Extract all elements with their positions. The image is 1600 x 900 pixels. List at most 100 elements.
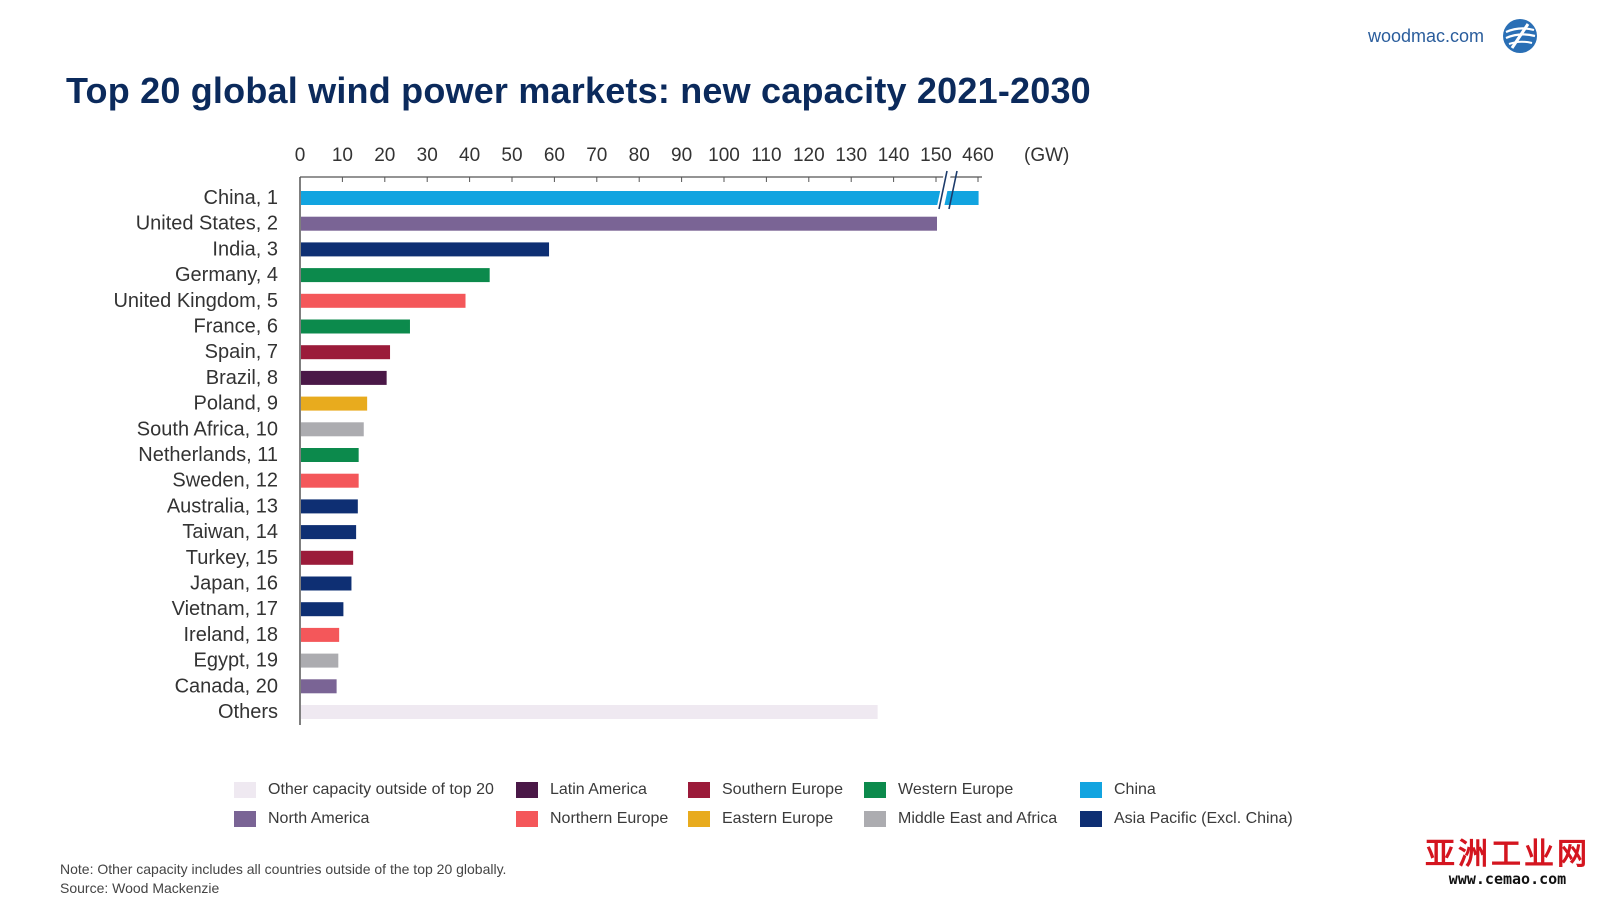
- brand-header: woodmac.com: [1368, 18, 1538, 54]
- bar: [301, 422, 364, 437]
- category-label: Netherlands, 11: [138, 444, 278, 466]
- legend-swatch: [688, 810, 710, 827]
- x-tick-label: 30: [417, 145, 438, 166]
- legend-item: Southern Europe: [688, 780, 864, 799]
- category-label: Sweden, 12: [172, 470, 278, 492]
- legend-item: Western Europe: [864, 780, 1080, 799]
- brand-site-link[interactable]: woodmac.com: [1367, 25, 1484, 46]
- bar-chart: 0 10 20 30 40 50 60 70 80 90 100 110 120 130 140 150 460…: [113, 145, 1069, 725]
- category-label: Japan, 16: [190, 573, 278, 595]
- x-tick-label: 90: [671, 145, 692, 166]
- legend-swatch: [234, 810, 256, 827]
- legend-label: China: [1114, 780, 1156, 798]
- x-tick-label: 120: [793, 145, 825, 166]
- category-label: Vietnam, 17: [172, 598, 278, 620]
- category-label: United States, 2: [136, 213, 278, 235]
- legend-item: Latin America: [516, 780, 688, 799]
- x-tick-label: 70: [586, 145, 607, 166]
- x-tick-label: 50: [501, 145, 522, 166]
- legend-swatch: [864, 810, 886, 827]
- bar: [301, 268, 490, 283]
- legend-item: Other capacity outside of top 20: [234, 780, 516, 799]
- legend-swatch: [516, 810, 538, 827]
- category-label: Canada, 20: [175, 675, 278, 697]
- x-tick-label: 40: [459, 145, 480, 166]
- axis-break-gap: [936, 170, 952, 210]
- footnote: Note: Other capacity includes all countr…: [60, 860, 506, 898]
- x-tick-label: 130: [835, 145, 867, 166]
- bar: [301, 653, 339, 668]
- category-label: United Kingdom, 5: [113, 290, 278, 312]
- x-tick-label: 140: [878, 145, 910, 166]
- bar: [301, 216, 937, 231]
- legend-item: Asia Pacific (Excl. China): [1080, 809, 1300, 828]
- x-tick-label: 60: [544, 145, 565, 166]
- chart-title: Top 20 global wind power markets: new ca…: [66, 70, 1091, 111]
- woodmac-globe-logo-icon: [1503, 19, 1537, 53]
- bar: [301, 499, 358, 514]
- category-label: Others: [218, 701, 278, 723]
- legend-item: China: [1080, 780, 1300, 799]
- axis-break-mark: [948, 170, 958, 210]
- legend-item: North America: [234, 809, 516, 828]
- bar: [301, 448, 359, 462]
- watermark-logo-text: 亚洲工业网: [1425, 837, 1590, 872]
- legend-label: Asia Pacific (Excl. China): [1114, 809, 1293, 827]
- category-label: Poland, 9: [193, 393, 278, 415]
- x-tick-label: 100: [708, 145, 740, 166]
- legend-label: Middle East and Africa: [898, 809, 1058, 827]
- bar: [301, 242, 550, 257]
- category-label: Germany, 4: [175, 264, 278, 286]
- legend-swatch: [688, 781, 710, 798]
- legend-label: Western Europe: [898, 780, 1014, 798]
- category-label: Spain, 7: [205, 341, 278, 363]
- bar: [301, 627, 340, 642]
- x-tick-label: 20: [374, 145, 395, 166]
- category-label: Taiwan, 14: [182, 521, 278, 543]
- bar: [301, 396, 368, 411]
- x-tick-label: 0: [295, 145, 306, 166]
- legend-swatch: [864, 781, 886, 798]
- bar: [301, 191, 979, 205]
- watermark: 亚洲工业网 www.cemao.com: [1425, 839, 1590, 888]
- legend-swatch: [516, 781, 538, 798]
- bar: [301, 293, 466, 308]
- legend-swatch: [1080, 810, 1102, 827]
- category-label: South Africa, 10: [137, 418, 278, 440]
- bar: [301, 473, 359, 488]
- legend-label: Southern Europe: [722, 780, 843, 798]
- legend-swatch: [1080, 781, 1102, 798]
- legend-swatch: [234, 781, 256, 798]
- x-tick-label: 460: [962, 145, 994, 166]
- legend-label: Northern Europe: [550, 809, 669, 827]
- category-label: Turkey, 15: [186, 547, 278, 569]
- legend-item: Eastern Europe: [688, 809, 864, 828]
- category-label: Australia, 13: [167, 495, 278, 517]
- legend-label: North America: [268, 809, 370, 827]
- axis-break-mark: [938, 170, 948, 210]
- x-tick-label: 110: [751, 145, 781, 166]
- bar: [301, 602, 344, 617]
- bar: [301, 576, 352, 591]
- footnote-note: Note: Other capacity includes all countr…: [60, 861, 507, 877]
- bar: [301, 525, 357, 540]
- bar: [301, 679, 337, 694]
- bar: [301, 370, 387, 385]
- chart-legend: Other capacity outside of top 20 Latin Am…: [234, 780, 1300, 828]
- bar: [301, 319, 410, 334]
- bar: [301, 345, 391, 360]
- legend-label: Other capacity outside of top 20: [268, 780, 494, 798]
- bar: [301, 705, 878, 719]
- legend-label: Eastern Europe: [722, 809, 834, 827]
- legend-item: Northern Europe: [516, 809, 688, 828]
- bar: [301, 550, 354, 565]
- category-label: France, 6: [194, 316, 278, 338]
- x-tick-label: 150: [920, 145, 952, 166]
- category-label: Egypt, 19: [193, 650, 278, 672]
- legend-label: Latin America: [550, 780, 647, 798]
- category-label: Brazil, 8: [206, 367, 278, 389]
- x-unit-label: (GW): [1024, 145, 1069, 166]
- footnote-source: Source: Wood Mackenzie: [60, 880, 220, 896]
- x-tick-label: 10: [332, 145, 353, 166]
- category-label: China, 1: [204, 187, 279, 209]
